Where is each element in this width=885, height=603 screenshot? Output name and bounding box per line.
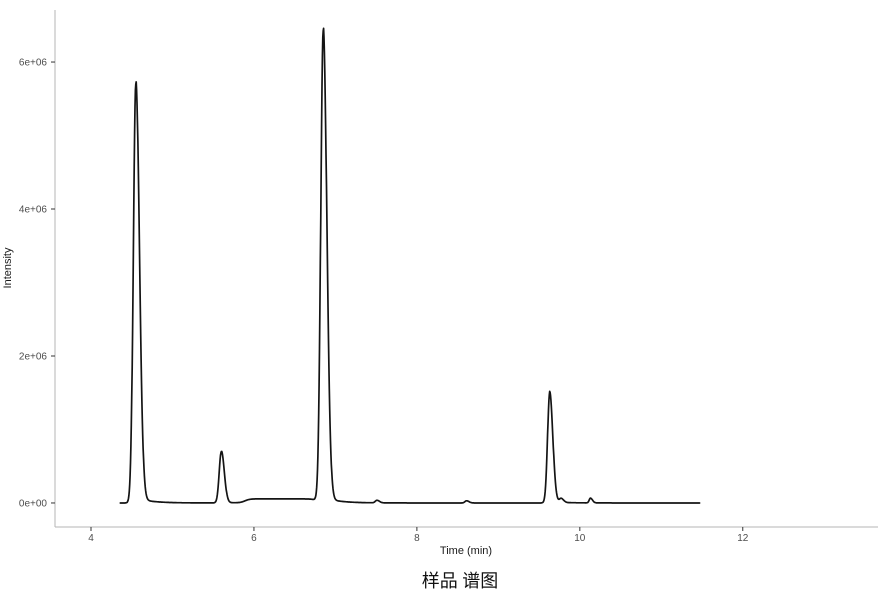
y-tick-label: 0e+00 xyxy=(19,498,48,509)
x-axis-ticks: 4 6 8 10 12 xyxy=(88,527,749,544)
y-tick-label: 4e+06 xyxy=(19,205,48,216)
x-tick-label: 6 xyxy=(251,533,257,544)
y-axis-ticks: 0e+00 2e+06 4e+06 6e+06 xyxy=(19,58,55,509)
chart-title: 样品 谱图 xyxy=(422,571,499,591)
y-tick-label: 6e+06 xyxy=(19,58,48,69)
chromatogram-trace xyxy=(119,27,701,504)
x-tick-label: 12 xyxy=(737,533,749,544)
y-tick-label: 2e+06 xyxy=(19,351,48,362)
x-tick-label: 8 xyxy=(414,533,420,544)
x-axis-title: Time (min) xyxy=(440,545,492,557)
x-tick-label: 10 xyxy=(574,533,586,544)
x-tick-label: 4 xyxy=(88,533,94,544)
y-axis-title: Intensity xyxy=(2,247,14,288)
